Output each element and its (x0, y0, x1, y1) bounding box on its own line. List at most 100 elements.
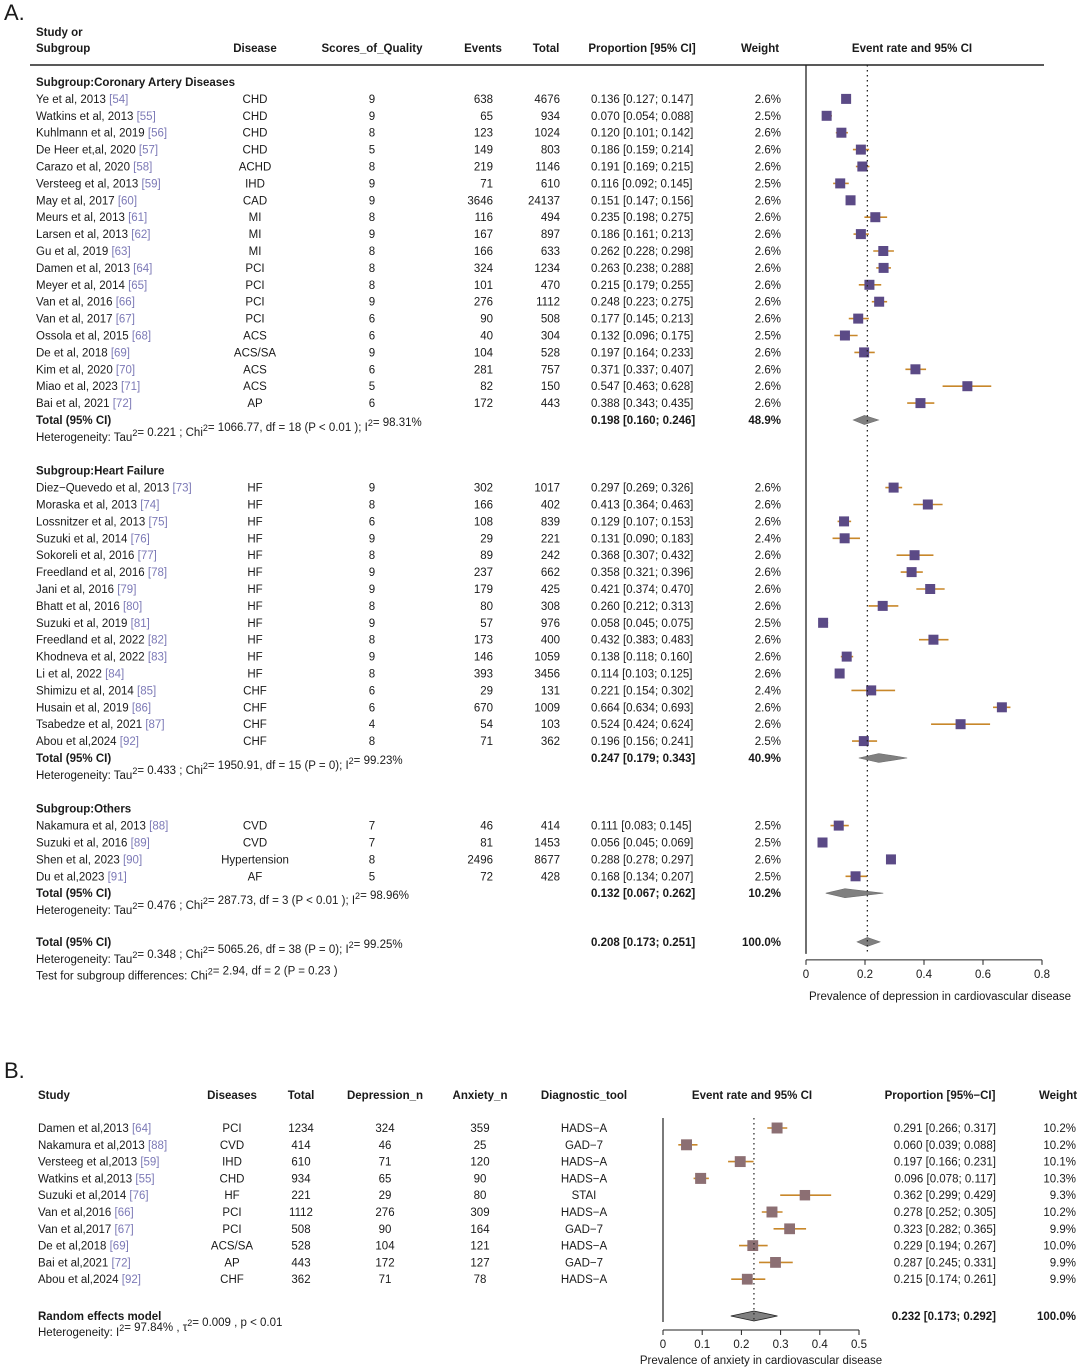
total-cell: 976 (541, 618, 560, 630)
reference-link[interactable]: [65] (128, 280, 147, 292)
disease-cell: ACHD (239, 162, 272, 174)
reference-link[interactable]: [57] (139, 145, 158, 157)
reference-link[interactable]: [84] (105, 669, 124, 681)
total-cell-b: 1112 (289, 1207, 313, 1219)
reference-link[interactable]: [62] (131, 229, 150, 241)
reference-link[interactable]: [55] (137, 111, 156, 123)
proportion-cell: 0.116 [0.092; 0.145] (591, 178, 692, 190)
reference-link[interactable]: [66] (115, 1207, 134, 1219)
reference-link[interactable]: [87] (145, 719, 164, 731)
reference-link[interactable]: [68] (132, 331, 151, 343)
reference-link[interactable]: [91] (108, 871, 127, 883)
reference-link[interactable]: [75] (149, 516, 168, 528)
panel-a-study-label: Husain et al, 2019 [86] (36, 702, 151, 714)
reference-link[interactable]: [63] (111, 246, 130, 258)
total-cell-b: 362 (291, 1274, 310, 1286)
reference-link[interactable]: [89] (131, 838, 150, 850)
reference-link[interactable]: [73] (173, 483, 192, 495)
proportion-cell: 0.215 [0.179; 0.255] (591, 280, 693, 292)
proportion-cell-b: 0.197 [0.166; 0.231] (894, 1157, 996, 1169)
reference-link[interactable]: [78] (148, 567, 167, 579)
reference-link[interactable]: [56] (148, 128, 167, 140)
reference-link[interactable]: [54] (109, 94, 128, 106)
estimate-box (874, 296, 885, 307)
events-cell: 71 (480, 736, 493, 748)
reference-link[interactable]: [79] (117, 584, 136, 596)
estimate-box (839, 330, 850, 341)
reference-link[interactable]: [59] (140, 1157, 159, 1169)
reference-link[interactable]: [70] (116, 364, 135, 376)
panel-a-study-label: Khodneva et al, 2022 [83] (36, 652, 167, 664)
quality-cell: 6 (369, 364, 375, 376)
diagnostic-tool-cell: GAD−7 (565, 1257, 603, 1269)
depression-n-cell: 46 (379, 1140, 392, 1152)
disease-cell: ACS (243, 381, 267, 393)
total-cell: 428 (541, 871, 560, 883)
depression-n-cell: 90 (379, 1224, 392, 1236)
reference-link[interactable]: [92] (122, 1274, 141, 1286)
reference-link[interactable]: [92] (120, 736, 139, 748)
panel-a-study-label: Li et al, 2022 [84] (36, 669, 124, 681)
weight-cell: 2.6% (755, 652, 781, 664)
estimate-box (906, 567, 917, 578)
estimate-box (741, 1273, 753, 1285)
reference-link[interactable]: [59] (142, 178, 161, 190)
reference-link[interactable]: [81] (131, 618, 150, 630)
reference-link[interactable]: [74] (140, 500, 159, 512)
events-cell: 72 (480, 871, 493, 883)
subgroup-total-proportion: 0.247 [0.179; 0.343] (591, 753, 695, 765)
reference-link[interactable]: [72] (112, 1257, 131, 1269)
header-proportion: Proportion [95% CI] (588, 43, 696, 55)
proportion-cell: 0.664 [0.634; 0.693] (591, 702, 693, 714)
quality-cell: 6 (369, 685, 375, 697)
reference-link[interactable]: [67] (116, 314, 135, 326)
reference-link[interactable]: [64] (132, 1123, 151, 1135)
events-cell: 281 (474, 364, 493, 376)
disease-cell: AP (247, 398, 263, 410)
panel-a-study-label: Abou et al,2024 [92] (36, 736, 139, 748)
panel-a-study-label: Watkins et al, 2013 [55] (36, 111, 156, 123)
reference-link[interactable]: [88] (149, 821, 168, 833)
disease-cell-b: AP (224, 1257, 240, 1269)
panel-a-study-label: Larsen et al, 2013 [62] (36, 229, 150, 241)
estimate-box (864, 279, 875, 290)
reference-link[interactable]: [85] (137, 685, 156, 697)
estimate-box (835, 178, 846, 189)
proportion-cell: 0.196 [0.156; 0.241] (591, 736, 693, 748)
reference-link[interactable]: [66] (116, 297, 135, 309)
depression-n-cell: 65 (379, 1173, 392, 1185)
reference-link[interactable]: [69] (111, 347, 130, 359)
reference-link[interactable]: [61] (128, 212, 147, 224)
reference-link[interactable]: [64] (133, 263, 152, 275)
events-cell: 172 (474, 398, 493, 410)
reference-link[interactable]: [82] (148, 635, 167, 647)
reference-link[interactable]: [88] (148, 1140, 167, 1152)
panel-a-study-marker (848, 313, 869, 324)
reference-link[interactable]: [83] (148, 652, 167, 664)
quality-cell: 6 (369, 398, 375, 410)
panel-a-study-label: Versteeg et al, 2013 [59] (36, 178, 161, 190)
reference-link[interactable]: [71] (121, 381, 140, 393)
total-cell: 1024 (534, 128, 560, 140)
proportion-cell: 0.186 [0.159; 0.214] (591, 145, 693, 157)
disease-cell: HF (247, 500, 262, 512)
estimate-box (770, 1257, 781, 1268)
total-cell: 103 (541, 719, 560, 731)
reference-link[interactable]: [60] (118, 195, 137, 207)
panel-b-study-label: Nakamura et al,2013 [88] (38, 1140, 167, 1152)
reference-link[interactable]: [69] (110, 1241, 129, 1253)
reference-link[interactable]: [77] (138, 550, 157, 562)
reference-link[interactable]: [76] (129, 1190, 148, 1202)
panel-a-study-label: Miao et al, 2023 [71] (36, 381, 140, 393)
overall-total-weight: 100.0% (742, 937, 781, 949)
reference-link[interactable]: [80] (123, 601, 142, 613)
reference-link[interactable]: [76] (131, 533, 150, 545)
reference-link[interactable]: [58] (133, 162, 152, 174)
reference-link[interactable]: [86] (132, 702, 151, 714)
reference-link[interactable]: [67] (115, 1224, 134, 1236)
reference-link[interactable]: [55] (135, 1173, 154, 1185)
events-cell: 393 (474, 669, 493, 681)
total-cell: 414 (541, 821, 561, 833)
reference-link[interactable]: [72] (113, 398, 132, 410)
reference-link[interactable]: [90] (123, 854, 142, 866)
